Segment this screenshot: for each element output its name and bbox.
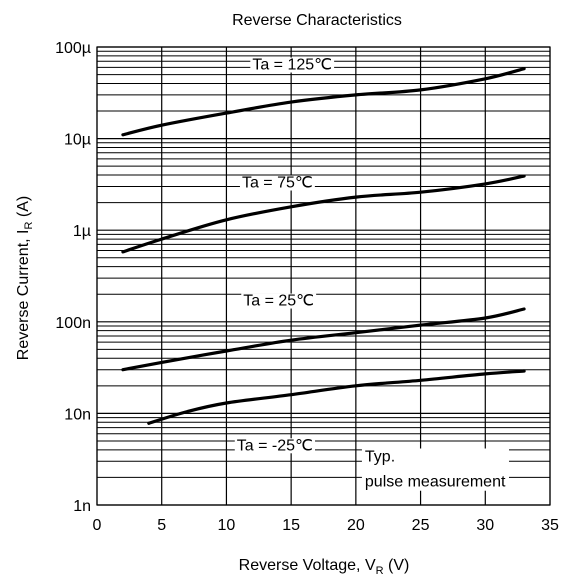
chart-title: Reverse Characteristics (232, 12, 402, 29)
plot-frame (96, 46, 551, 506)
x-tick-label: 10 (218, 517, 236, 534)
y-axis-label-unit: (A) (15, 196, 32, 222)
x-tick-label: 5 (157, 517, 166, 534)
y-tick-label: 10n (64, 406, 91, 423)
series-label: Ta = 125℃ (252, 57, 332, 74)
y-tick-label: 100µ (55, 40, 91, 57)
series-line (121, 307, 526, 372)
series-label: Ta = 75℃ (242, 175, 313, 192)
annotation-typ: Typ. (365, 449, 395, 466)
x-axis-label-subscript: R (376, 565, 384, 577)
annotation-pulse-measurement: pulse measurement (365, 474, 506, 491)
y-tick-label: 1µ (73, 223, 91, 240)
x-axis-label-unit: (V) (384, 557, 410, 574)
series-line (147, 369, 526, 425)
y-tick-label: 1n (73, 498, 91, 515)
y-axis-label: Reverse Current, IR (A) (15, 196, 35, 360)
series-label-bg (239, 175, 315, 191)
x-tick-label: 0 (93, 517, 102, 534)
y-axis-label-subscript: R (23, 222, 35, 230)
series-label: Ta = -25℃ (237, 437, 313, 454)
y-tick-label: 10µ (64, 132, 91, 149)
series-curves (121, 67, 526, 425)
y-tick-label: 100n (55, 315, 91, 332)
series-label-bg (234, 438, 316, 454)
series-label-bg (241, 293, 317, 309)
series-label: Ta = 25℃ (243, 293, 314, 310)
series-line (121, 174, 526, 254)
x-tick-label: 35 (541, 517, 559, 534)
y-axis-label-text: Reverse Current, I (15, 230, 32, 361)
y-tick-labels: 100µ 10µ 1µ 100n 10n 1n (55, 40, 91, 515)
x-axis-label: Reverse Voltage, VR (V) (239, 557, 410, 577)
series-label-bg (250, 57, 335, 73)
x-tick-label: 15 (282, 517, 300, 534)
x-tick-label: 30 (476, 517, 494, 534)
series-labels: Ta = 125℃ Ta = 75℃ Ta = 25℃ Ta = -25℃ (234, 57, 335, 454)
major-gridlines (96, 46, 551, 506)
typ-annotation: Typ. pulse measurement (361, 448, 509, 491)
x-axis-label-text: Reverse Voltage, V (239, 557, 376, 574)
series-line (121, 67, 526, 137)
x-tick-label: 25 (412, 517, 430, 534)
x-tick-labels: 0 5 10 15 20 25 30 35 (93, 517, 559, 534)
x-tick-label: 20 (347, 517, 365, 534)
